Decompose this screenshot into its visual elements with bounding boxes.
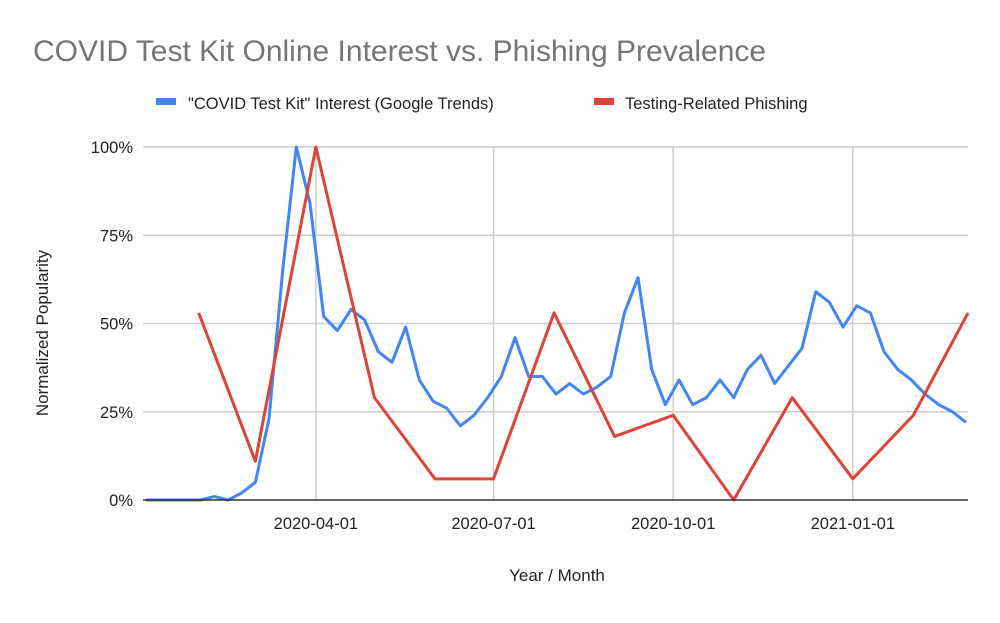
y-tick-label: 25% [100,404,133,422]
legend-label-phishing[interactable]: Testing-Related Phishing [625,95,808,113]
legend-swatch-interest [156,98,176,105]
x-tick-label: 2020-07-01 [451,515,535,533]
y-tick-label: 50% [100,316,133,334]
x-tick-label: 2020-04-01 [274,515,358,533]
x-axis-title: Year / Month [509,566,605,585]
chart-title: COVID Test Kit Online Interest vs. Phish… [33,35,766,68]
y-tick-label: 75% [100,227,133,245]
x-tick-label: 2020-10-01 [631,515,715,533]
y-tick-label: 100% [91,139,134,157]
y-axis-title: Normalized Popularity [33,249,52,416]
x-tick-label: 2021-01-01 [811,515,895,533]
legend: "COVID Test Kit" Interest (Google Trends… [156,95,808,113]
legend-swatch-phishing [594,98,614,105]
y-tick-label: 0% [109,492,133,510]
y-axis-ticks: 0% 25% 50% 75% 100% [91,139,134,510]
x-axis-ticks: 2020-04-01 2020-07-01 2020-10-01 2021-01-01 [274,515,895,533]
legend-label-interest[interactable]: "COVID Test Kit" Interest (Google Trends… [188,95,494,113]
